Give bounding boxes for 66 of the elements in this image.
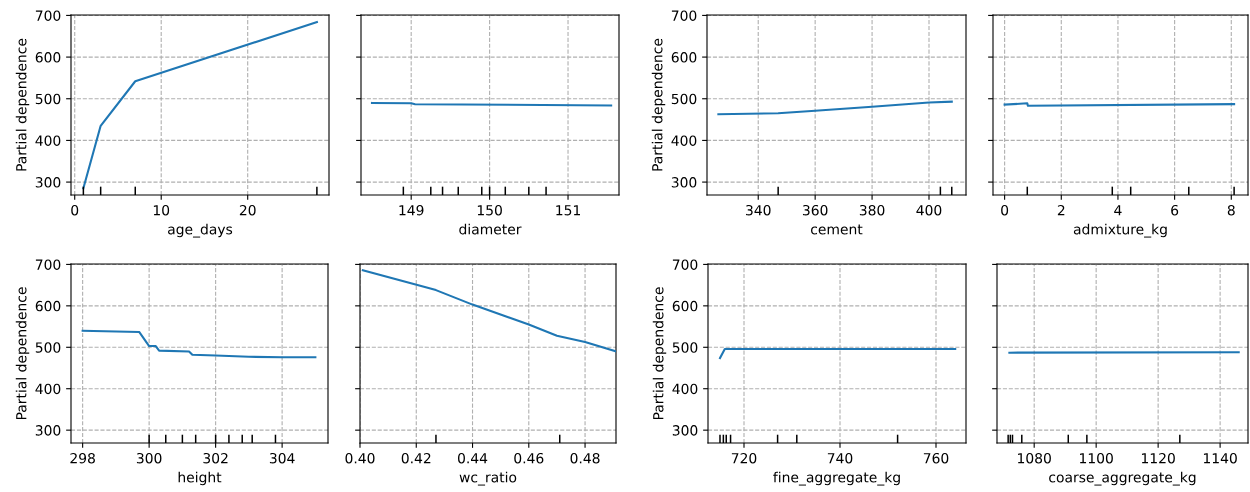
x-tick-label: 298 [70, 452, 95, 464]
x-tick-label: 380 [859, 204, 885, 216]
x-tick-label: 0.48 [570, 452, 600, 464]
x-tick-label: 0.40 [345, 452, 375, 464]
x-tick-label: 0 [1001, 204, 1009, 216]
y-tick-label: 700 [35, 10, 61, 21]
x-tick-label: 1140 [1203, 452, 1237, 464]
x-tick-label: 1080 [1018, 452, 1051, 464]
line-series [81, 329, 317, 359]
x-axis-title: age_days [168, 223, 233, 238]
y-tick-label: 500 [672, 342, 698, 353]
x-tick-label: 1120 [1141, 452, 1175, 464]
x-tick-label: 720 [731, 452, 757, 464]
y-tick-label: 600 [35, 52, 61, 63]
x-tick-label: 0.46 [514, 452, 544, 464]
y-axis-title: Partial dependence [15, 287, 30, 420]
x-axis-title: height [178, 471, 222, 486]
y-tick-label: 500 [35, 342, 61, 353]
y-tick-label: 500 [671, 93, 697, 105]
y-tick-label: 600 [35, 300, 61, 312]
x-tick-label: 0.42 [401, 452, 431, 464]
x-tick-label: 300 [136, 452, 162, 464]
y-tick-label: 700 [671, 10, 697, 21]
x-tick-label: 10 [153, 204, 170, 216]
x-tick-label: 2 [1057, 204, 1065, 216]
x-tick-label: 304 [269, 452, 295, 464]
x-tick-label: 0 [71, 204, 79, 216]
x-tick-label: 20 [239, 204, 256, 216]
x-tick-label: 360 [802, 204, 828, 216]
x-tick-label: 150 [477, 204, 502, 216]
x-axis-title: cement [811, 224, 863, 235]
x-tick-label: 0.44 [457, 452, 488, 464]
y-tick-label: 300 [672, 425, 698, 436]
x-tick-label: 302 [203, 452, 228, 464]
x-axis-title: wc_ratio [459, 471, 517, 486]
y-axis-title: Partial dependence [651, 38, 666, 171]
y-tick-label: 400 [671, 135, 697, 146]
y-tick-label: 300 [35, 177, 61, 188]
x-tick-label: 340 [746, 204, 771, 216]
y-axis-title: Partial dependence [652, 287, 667, 420]
x-tick-label: 151 [556, 205, 580, 216]
x-tick-label: 6 [1171, 204, 1179, 216]
line-series [82, 21, 318, 190]
x-tick-label: 400 [916, 204, 942, 216]
y-tick-label: 700 [672, 259, 698, 270]
x-axis-title: diameter [459, 223, 522, 235]
x-tick-label: 149 [399, 204, 424, 216]
y-tick-label: 400 [35, 135, 61, 146]
y-tick-label: 700 [35, 259, 61, 270]
x-axis-title: fine_aggregate_kg [773, 471, 900, 486]
y-tick-label: 600 [672, 300, 698, 312]
y-tick-label: 600 [671, 52, 697, 63]
y-tick-label: 500 [35, 93, 61, 105]
x-axis-title: coarse_aggregate_kg [1049, 471, 1196, 486]
y-tick-label: 300 [671, 177, 697, 188]
y-tick-label: 300 [35, 425, 61, 436]
x-tick-label: 740 [827, 452, 853, 464]
y-tick-label: 400 [672, 383, 698, 395]
line-series [717, 100, 953, 116]
x-tick-label: 8 [1227, 204, 1235, 216]
y-axis-title: Partial dependence [15, 38, 30, 171]
x-tick-label: 760 [923, 452, 949, 464]
y-tick-label: 400 [35, 383, 61, 395]
x-tick-label: 4 [1114, 205, 1122, 216]
x-tick-label: 1100 [1080, 452, 1113, 464]
x-axis-title: admixture_kg [1073, 223, 1167, 238]
